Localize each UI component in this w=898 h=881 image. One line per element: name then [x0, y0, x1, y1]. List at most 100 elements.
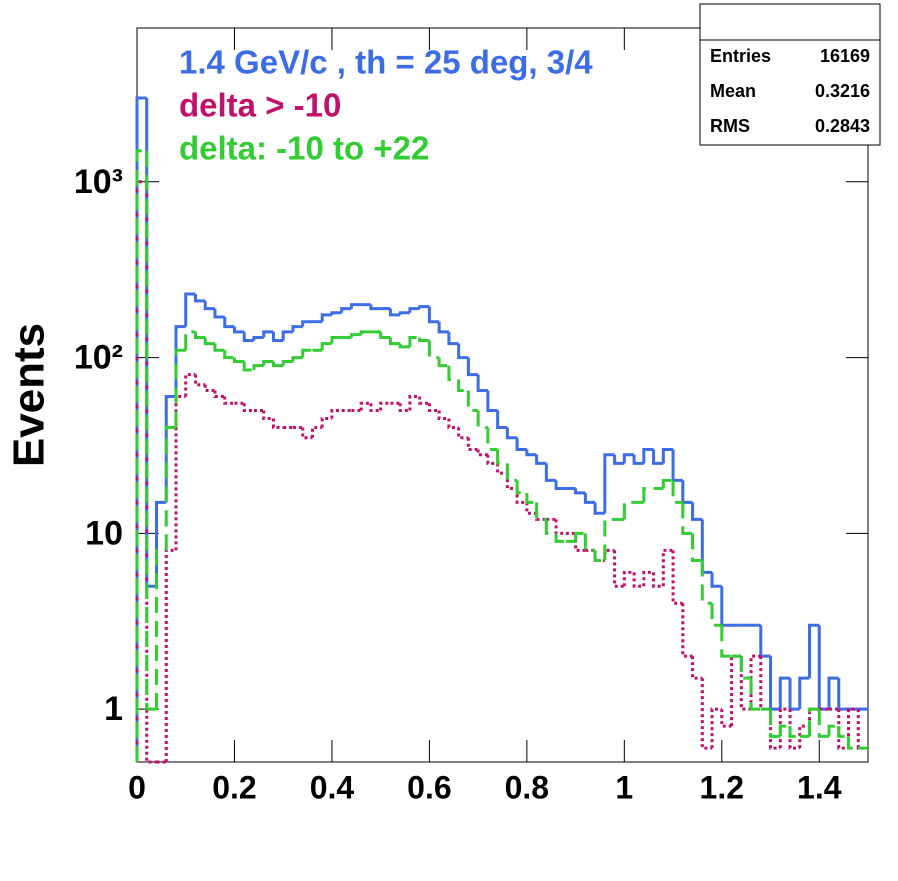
histogram-step [642, 486, 654, 503]
stats-box [699, 3, 881, 146]
histogram-step [574, 531, 586, 542]
histogram-step [817, 709, 830, 738]
stats-label: RMS [710, 116, 750, 136]
histogram-step [486, 427, 498, 451]
histogram-step [739, 656, 752, 680]
histogram-step [642, 447, 654, 464]
histogram-step [457, 379, 469, 392]
histogram-step [652, 449, 664, 465]
histogram-step [710, 603, 722, 627]
histogram-step [515, 480, 527, 495]
histogram-step [574, 488, 586, 495]
stats-value: 0.3216 [815, 81, 870, 101]
histogram-step [281, 359, 293, 366]
histogram-step [622, 570, 635, 587]
histogram-step [271, 361, 284, 368]
histogram-step [856, 709, 868, 750]
histogram-step [349, 303, 362, 309]
histogram-step [398, 343, 410, 349]
x-tick-label: 1.4 [797, 769, 842, 805]
histogram-step [808, 623, 820, 679]
histogram-step [808, 707, 820, 737]
histogram-step [613, 550, 625, 588]
histogram-step [330, 408, 342, 419]
histogram-step [837, 709, 849, 750]
histogram-step [418, 305, 430, 309]
histogram-step [242, 361, 254, 372]
histogram-step [544, 519, 557, 535]
histogram-step [232, 326, 245, 334]
histogram-step [691, 533, 703, 563]
x-tick-label: 0.6 [407, 769, 451, 805]
histogram-step [652, 572, 664, 588]
histogram-step [184, 373, 196, 397]
histogram-step [203, 300, 215, 311]
y-tick-label: 10³ [74, 163, 123, 201]
histogram-step [447, 331, 459, 346]
histogram-step [749, 678, 761, 711]
histogram-step [681, 502, 693, 535]
histogram-step [476, 449, 488, 457]
histogram-step [691, 656, 703, 680]
histogram-step [232, 357, 245, 363]
histogram-step [223, 350, 235, 360]
histogram-step [544, 463, 557, 482]
histogram-step [691, 502, 703, 521]
histogram-step [788, 709, 800, 750]
histogram-step [671, 480, 683, 504]
histogram-step [496, 410, 508, 430]
histogram-step [252, 364, 264, 370]
histogram-step [369, 403, 381, 412]
histogram-step [788, 678, 800, 711]
x-tick-label: 1 [615, 769, 633, 805]
histogram-step [700, 560, 713, 605]
histogram-step [632, 572, 644, 588]
histogram-step [223, 396, 235, 405]
histogram-step [437, 321, 449, 334]
histogram-step [359, 401, 371, 411]
histogram-step [447, 365, 459, 382]
histogram-step [427, 340, 440, 360]
histogram-step [398, 311, 410, 315]
histogram-step [642, 570, 654, 587]
y-tick-label: 10² [74, 339, 123, 377]
histogram-step [320, 342, 332, 351]
histogram-step [262, 330, 274, 338]
histogram-step [213, 308, 225, 319]
histogram-step [252, 336, 264, 341]
histogram-step [242, 403, 254, 412]
stats-value: 16169 [820, 46, 870, 66]
histogram-step [408, 307, 420, 313]
histogram-step [593, 502, 605, 515]
histogram-step [632, 454, 644, 465]
histogram-step [798, 676, 810, 710]
histogram-step [661, 478, 674, 489]
histogram-step [827, 676, 839, 710]
histogram-step [554, 533, 566, 543]
histogram-step [213, 343, 225, 352]
legend-entry: delta: -10 to +22 [179, 130, 429, 167]
histogram-step [262, 359, 274, 366]
histogram-step [145, 150, 157, 711]
histogram-step [203, 384, 215, 392]
histogram-step [515, 437, 527, 451]
histogram-step [320, 417, 332, 428]
x-tick-label: 0 [128, 769, 146, 805]
histogram-step [369, 304, 381, 311]
histogram-step [583, 533, 596, 552]
histogram-step [778, 676, 791, 710]
histogram-step [437, 410, 449, 421]
histogram-step [418, 396, 430, 405]
histogram-step [193, 293, 206, 303]
x-tick-label: 0.4 [310, 769, 355, 805]
legend-entry: delta > -10 [179, 87, 341, 124]
histogram-step [203, 337, 215, 346]
histogram-step [661, 548, 674, 587]
histogram-step [379, 331, 391, 340]
histogram-step [476, 410, 488, 430]
histogram-step [613, 454, 625, 465]
histogram-step [223, 317, 235, 329]
histogram-step [291, 356, 303, 362]
histogram-step [301, 320, 313, 327]
